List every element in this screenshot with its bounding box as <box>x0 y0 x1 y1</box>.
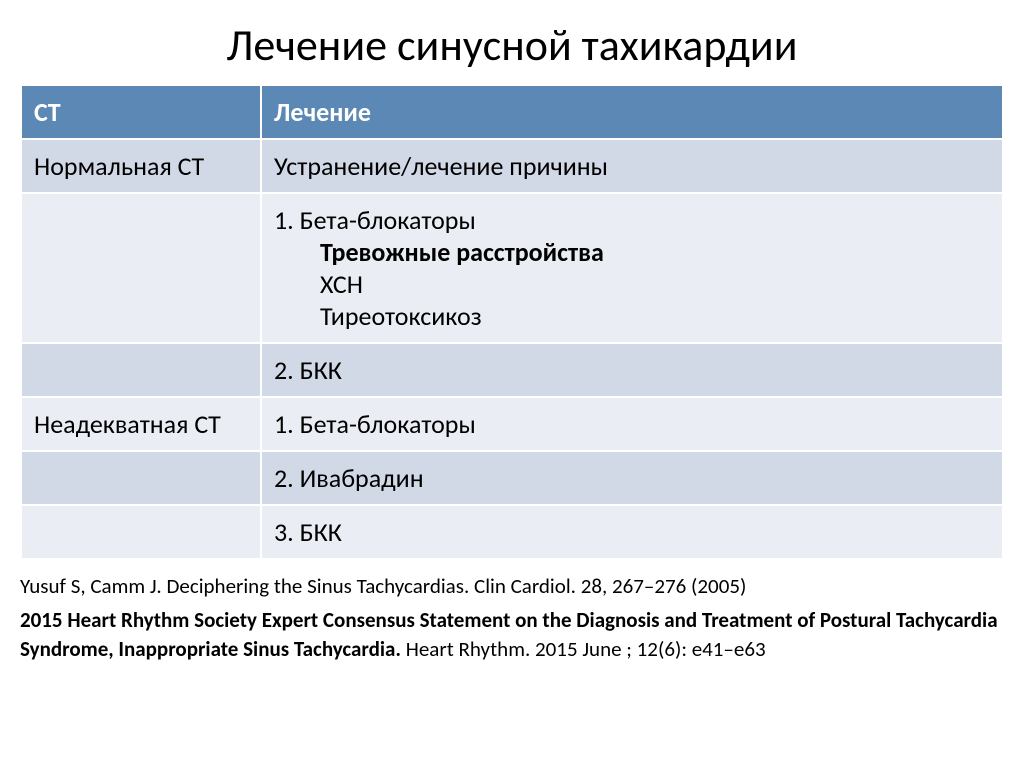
cell-subline: Тревожные расстройства <box>274 236 990 268</box>
cell-r2c2: 1. Бета-блокаторы Тревожные расстройства… <box>261 193 1003 343</box>
table-header-row: СТ Лечение <box>21 85 1003 139</box>
table-row: Нормальная СТ Устранение/лечение причины <box>21 139 1003 193</box>
table-row: 2. Ивабрадин <box>21 451 1003 505</box>
cell-r1c2: Устранение/лечение причины <box>261 139 1003 193</box>
cell-r1c1: Нормальная СТ <box>21 139 261 193</box>
table-row: 1. Бета-блокаторы Тревожные расстройства… <box>21 193 1003 343</box>
cell-subline: ХСН <box>274 268 990 300</box>
cell-r4c2: 1. Бета-блокаторы <box>261 397 1003 451</box>
cell-r5c2: 2. Ивабрадин <box>261 451 1003 505</box>
cell-r2c1 <box>21 193 261 343</box>
cell-r5c1 <box>21 451 261 505</box>
reference-2: 2015 Heart Rhythm Society Expert Consens… <box>20 606 1004 663</box>
treatment-table: СТ Лечение Нормальная СТ Устранение/лече… <box>20 84 1004 560</box>
references: Yusuf S, Camm J. Deciphering the Sinus T… <box>20 572 1004 663</box>
header-col1: СТ <box>21 85 261 139</box>
reference-2-rest: Heart Rhythm. 2015 June ; 12(6): e41–e63 <box>401 636 766 662</box>
table-row: Неадекватная СТ 1. Бета-блокаторы <box>21 397 1003 451</box>
cell-r6c2: 3. БКК <box>261 505 1003 559</box>
slide: Лечение синусной тахикардии СТ Лечение Н… <box>0 0 1024 663</box>
header-col2: Лечение <box>261 85 1003 139</box>
cell-subline: Тиреотоксикоз <box>274 300 990 332</box>
table-row: 2. БКК <box>21 343 1003 397</box>
cell-r4c1: Неадекватная СТ <box>21 397 261 451</box>
cell-r3c2: 2. БКК <box>261 343 1003 397</box>
slide-title: Лечение синусной тахикардии <box>20 18 1004 72</box>
reference-1: Yusuf S, Camm J. Deciphering the Sinus T… <box>20 572 1004 600</box>
table-row: 3. БКК <box>21 505 1003 559</box>
cell-r6c1 <box>21 505 261 559</box>
cell-r3c1 <box>21 343 261 397</box>
cell-line: 1. Бета-блокаторы <box>274 204 476 236</box>
